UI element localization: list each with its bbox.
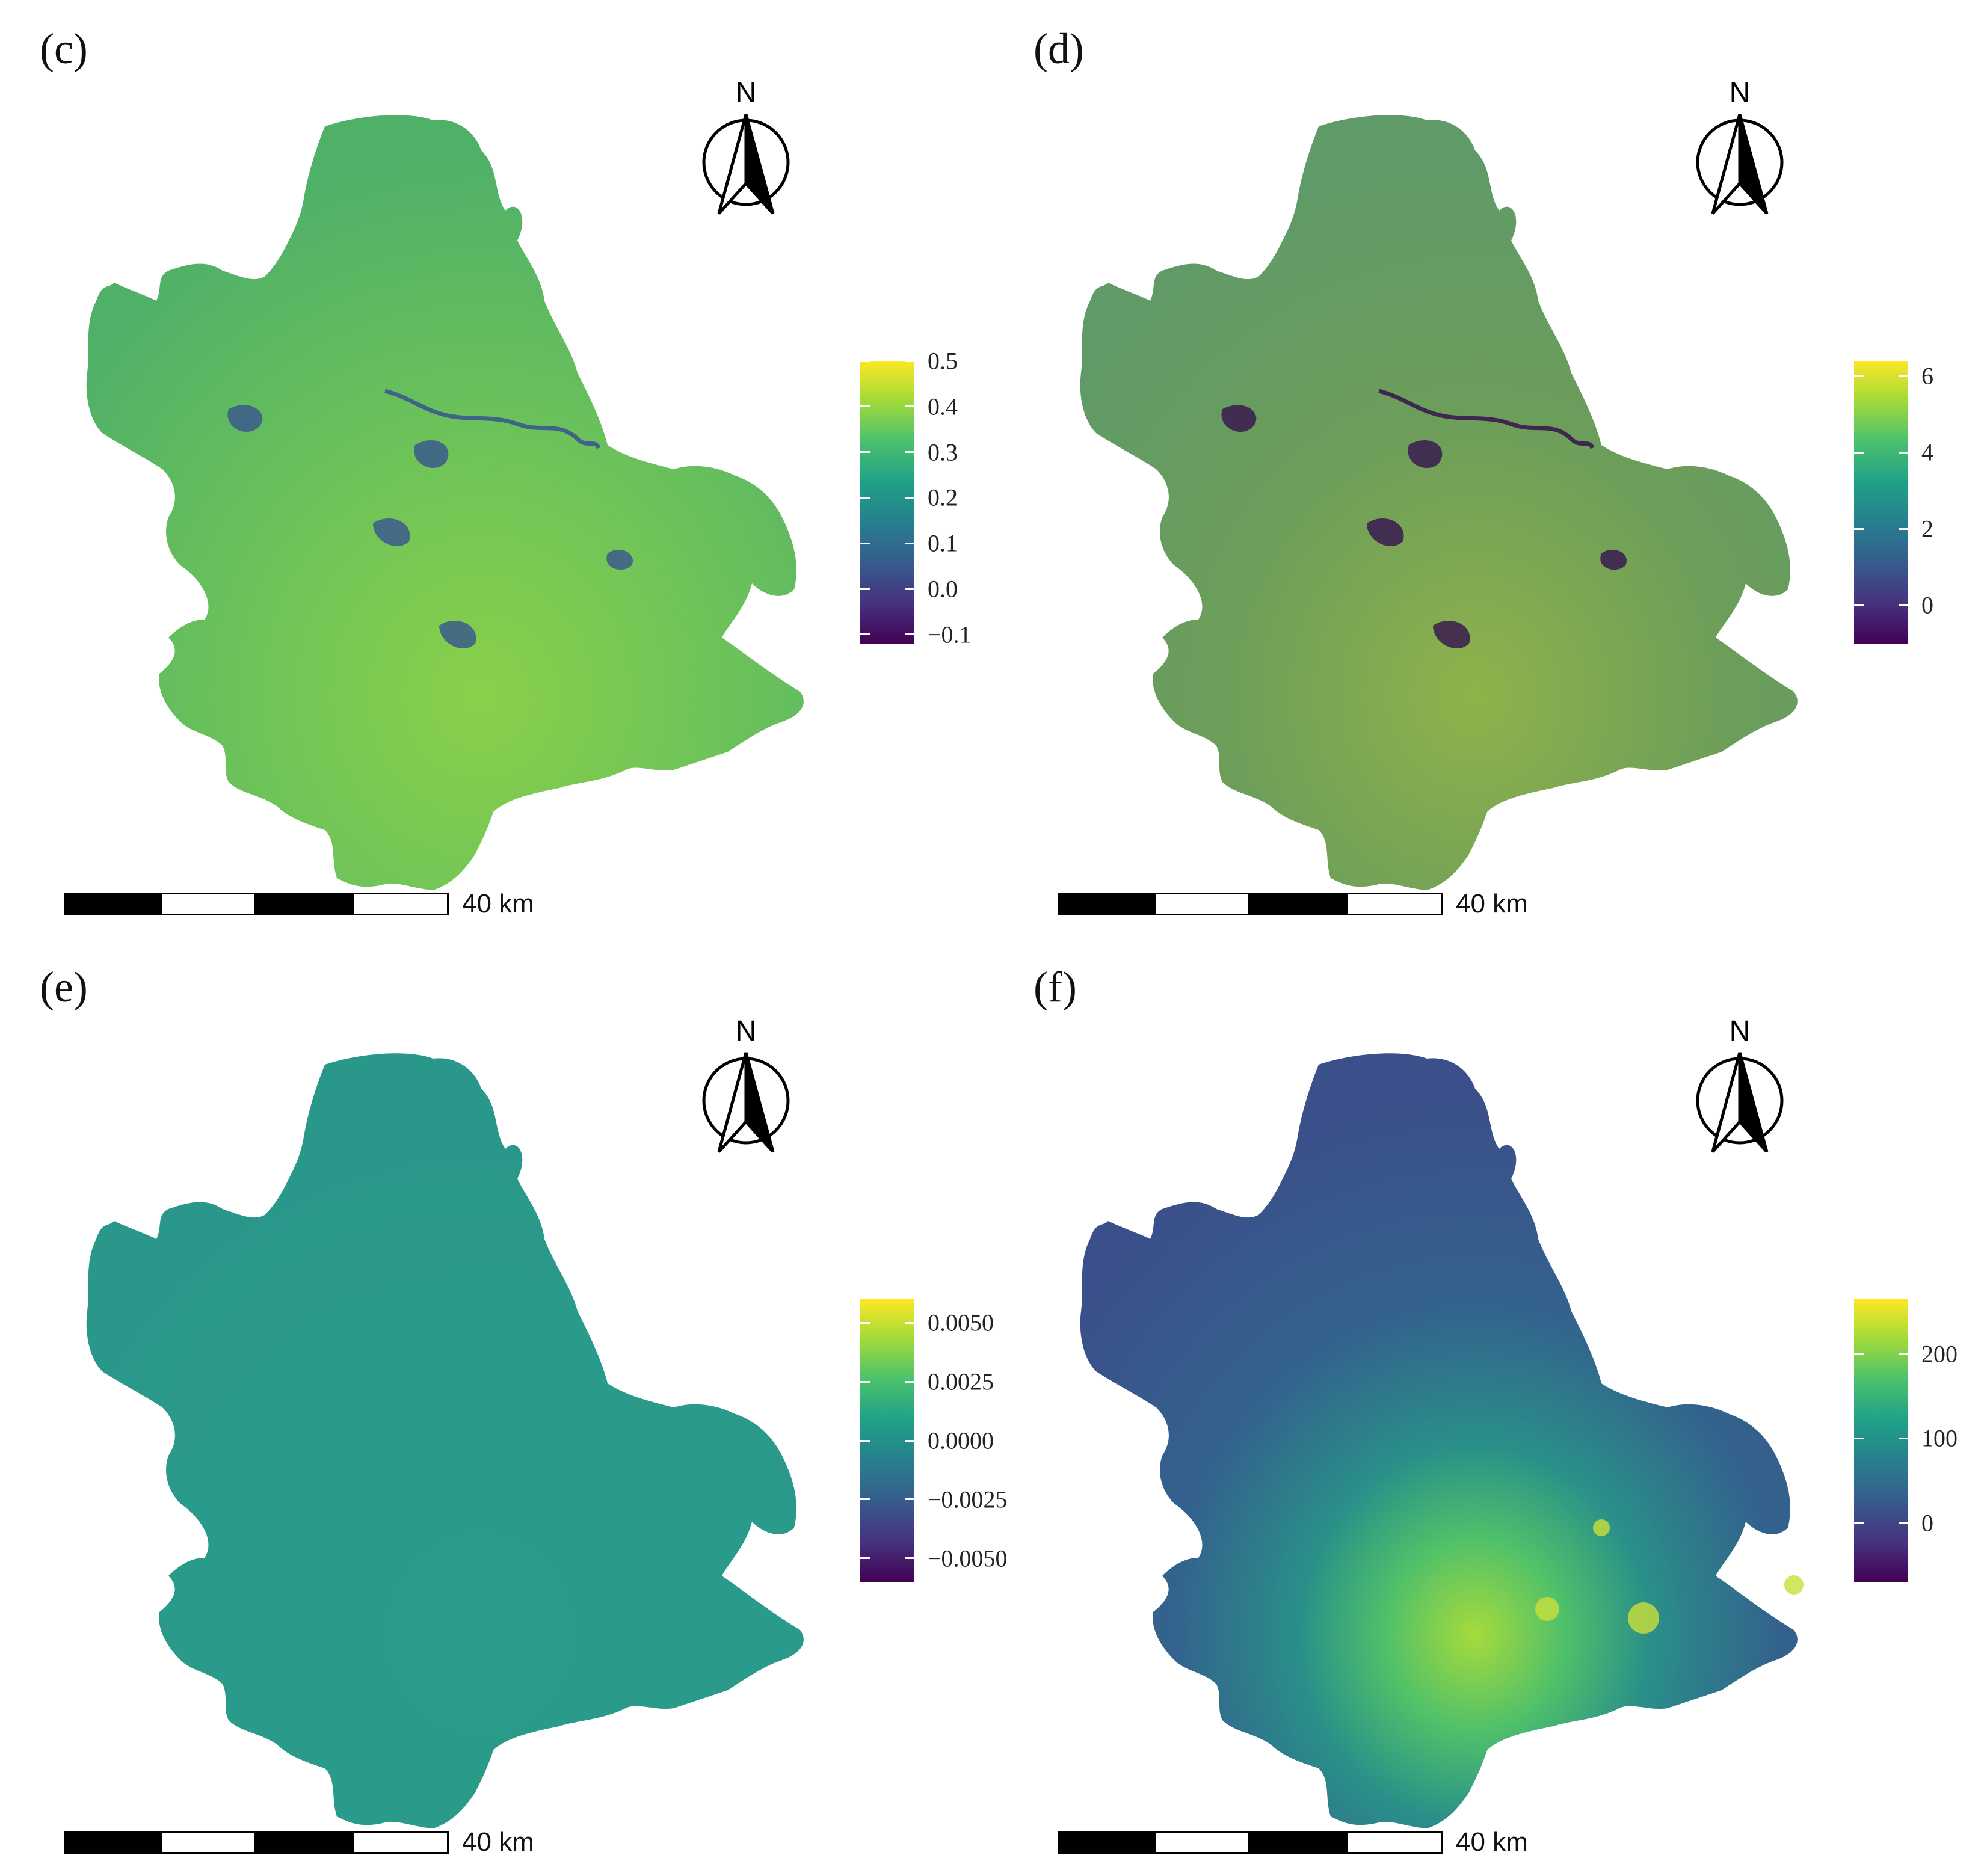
north-arrow: N	[1686, 77, 1794, 223]
elevation-peak	[1628, 1602, 1659, 1634]
scale-bar-segment	[1154, 893, 1250, 915]
scale-bar-segment	[1058, 1831, 1154, 1854]
scale-bar-segment	[64, 893, 160, 915]
scale-bar-segment	[353, 893, 449, 915]
north-label: N	[1730, 1016, 1751, 1047]
colorbar-tick-label: 0	[1921, 1509, 1933, 1537]
scale-bar-label: 40 km	[462, 889, 534, 918]
map-panel-f: (f) N 200 100 0 40 km	[994, 938, 1987, 1876]
map-panel-d: (d) N 6 4 2 0 40 km	[994, 0, 1987, 938]
colorbar-tick-label: 100	[1921, 1424, 1958, 1452]
colorbar-tick-label: 4	[1921, 438, 1933, 466]
colorbar-tick-label: 0.3	[928, 438, 958, 466]
north-arrow-icon: N	[1696, 77, 1784, 215]
colorbar-legend: 0.5 0.4 0.3 0.2 0.1 0.0 −0.1	[860, 348, 1005, 648]
colorbar-tick-label: 200	[1921, 1340, 1958, 1368]
scale-bar-label: 40 km	[1456, 1827, 1528, 1857]
elevation-peak	[1535, 1597, 1559, 1621]
colorbar-tick-label: −0.0050	[928, 1545, 1008, 1572]
panel-label: (c)	[40, 25, 88, 73]
scale-bar-segment	[1154, 1831, 1250, 1854]
north-label: N	[1730, 78, 1751, 109]
colorbar-tick-label: 0.4	[928, 393, 958, 420]
study-area-region	[1080, 115, 1798, 891]
colorbar-tick-label: 0.0000	[928, 1427, 994, 1454]
scale-bar: 40 km	[1058, 1827, 1528, 1857]
map-panel-c: (c) N 0.5 0.4 0.3 0.2 0.1 0.0 −0.1 40 km	[0, 0, 993, 938]
north-arrow-icon: N	[702, 1015, 790, 1153]
colorbar-tick-label: 0.5	[928, 347, 958, 375]
scale-bar-segment	[353, 1831, 449, 1854]
north-arrow-icon: N	[702, 77, 790, 215]
colorbar-tick-label: 0.0050	[928, 1309, 994, 1336]
region-map	[1080, 115, 1798, 891]
colorbar-legend: 200 100 0	[1854, 1299, 1987, 1582]
scale-bar-label: 40 km	[1456, 889, 1528, 918]
region-map	[86, 115, 804, 891]
colorbar-tick-label: 0.1	[928, 529, 958, 557]
panel-label: (f)	[1034, 963, 1077, 1011]
scale-bar-segment	[1346, 1831, 1443, 1854]
scale-bar-segment	[160, 893, 256, 915]
river	[384, 389, 601, 449]
colorbar-tick-label: 0.2	[928, 484, 958, 511]
scale-bar: 40 km	[1058, 889, 1528, 918]
colorbar	[860, 361, 914, 644]
north-label: N	[736, 78, 757, 109]
colorbar-tick-label: 2	[1921, 515, 1933, 543]
colorbar-tick-label: −0.1	[928, 621, 972, 648]
river	[1378, 389, 1595, 449]
scale-bar-segment	[256, 893, 353, 915]
water-bodies	[227, 405, 633, 649]
elevation-peak	[1593, 1519, 1610, 1536]
scale-bar: 40 km	[64, 1827, 534, 1857]
colorbar-legend: 6 4 2 0	[1854, 361, 1987, 644]
colorbar-tick-label: −0.0025	[928, 1486, 1008, 1513]
colorbar-tick-label: 0.0	[928, 575, 958, 603]
north-arrow-icon: N	[1696, 1015, 1784, 1153]
colorbar-legend: 0.0050 0.0025 0.0000 −0.0025 −0.0050	[860, 1299, 1008, 1582]
north-label: N	[736, 1016, 757, 1047]
region-map	[1080, 1053, 1804, 1828]
north-arrow: N	[692, 1015, 800, 1161]
map-panel-e: (e) N 0.0050 0.0025 0.0000 −0.0025 −0.0050 40 …	[0, 938, 1008, 1876]
scale-bar-segment	[1250, 1831, 1346, 1854]
scale-bar-segment	[1058, 893, 1154, 915]
colorbar	[1854, 1299, 1908, 1582]
north-arrow: N	[1686, 1015, 1794, 1161]
scale-bar-segment	[1346, 893, 1443, 915]
colorbar	[1854, 361, 1908, 644]
water-bodies	[1221, 405, 1627, 649]
study-area-region	[86, 1053, 804, 1828]
study-area-region	[1080, 1053, 1798, 1828]
panel-label: (e)	[40, 963, 88, 1011]
elevation-peak	[1784, 1575, 1804, 1595]
colorbar-tick-label: 6	[1921, 362, 1933, 390]
scale-bar-segment	[64, 1831, 160, 1854]
scale-bar-segment	[256, 1831, 353, 1854]
scale-bar: 40 km	[64, 889, 534, 918]
region-map	[86, 1053, 804, 1828]
scale-bar-label: 40 km	[462, 1827, 534, 1857]
north-arrow: N	[692, 77, 800, 223]
colorbar-tick-label: 0.0025	[928, 1368, 994, 1395]
scale-bar-segment	[1250, 893, 1346, 915]
scale-bar-segment	[160, 1831, 256, 1854]
study-area-region	[86, 115, 804, 891]
panel-label: (d)	[1034, 25, 1084, 73]
colorbar-tick-label: 0	[1921, 591, 1933, 619]
